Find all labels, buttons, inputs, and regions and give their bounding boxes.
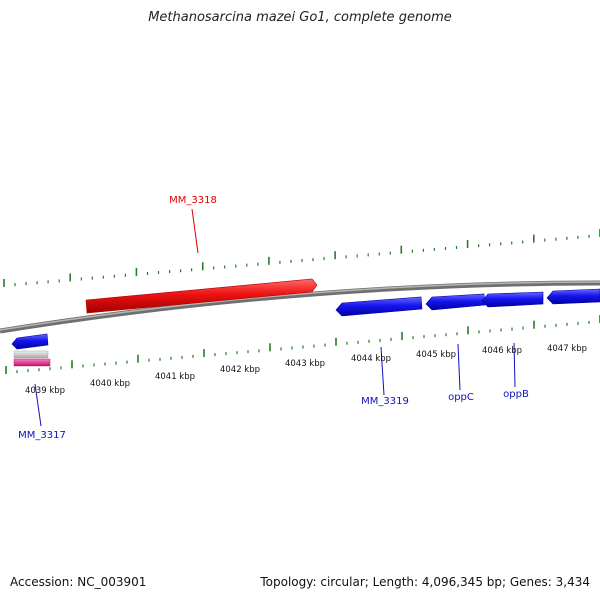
gene-label-oppb: oppB — [503, 389, 529, 400]
map-title: Methanosarcina mazei Go1, complete genom… — [148, 10, 452, 25]
tick-label-4040: 4040 kbp — [90, 379, 130, 389]
tick-label-4044: 4044 kbp — [351, 354, 391, 364]
tick-label-4039: 4039 kbp — [25, 386, 65, 396]
gene-label-oppc: oppC — [448, 392, 474, 403]
gene-label-mm3318: MM_3318 — [169, 195, 217, 206]
gene-arrow-mm3319[interactable] — [335, 296, 423, 317]
tick-label-4046: 4046 kbp — [482, 346, 522, 356]
leader-oppc — [457, 343, 461, 391]
gene-arrow-mm3317[interactable] — [11, 333, 49, 350]
leader-mm3318 — [191, 208, 199, 254]
leader-mm3317 — [34, 383, 42, 427]
leader-oppb — [513, 342, 516, 388]
upper-tick-ruler — [3, 229, 600, 287]
genome-backbone — [0, 280, 600, 334]
rna-feature-pink — [13, 358, 51, 367]
accession-text: Accession: NC_003901 — [10, 575, 147, 589]
tick-label-4042: 4042 kbp — [220, 365, 260, 375]
genome-backbone-highlight — [0, 281, 600, 331]
gene-label-mm3317: MM_3317 — [18, 430, 66, 441]
tick-label-4047: 4047 kbp — [547, 344, 587, 354]
gene-label-mm3319: MM_3319 — [361, 396, 409, 407]
gene-arrow-oppc[interactable] — [425, 293, 486, 311]
tick-label-4043: 4043 kbp — [285, 359, 325, 369]
lower-tick-ruler — [5, 315, 600, 374]
gene-arrow-mm3318[interactable] — [85, 278, 318, 314]
tick-label-4041: 4041 kbp — [155, 372, 195, 382]
leader-mm3319 — [380, 346, 385, 396]
gene-arrow-next[interactable] — [546, 288, 600, 305]
topology-summary: Topology: circular; Length: 4,096,345 bp… — [260, 575, 590, 589]
tick-label-4045: 4045 kbp — [416, 350, 456, 360]
gene-arrow-oppb[interactable] — [481, 291, 544, 308]
pseudo-feature-grey — [13, 350, 49, 359]
